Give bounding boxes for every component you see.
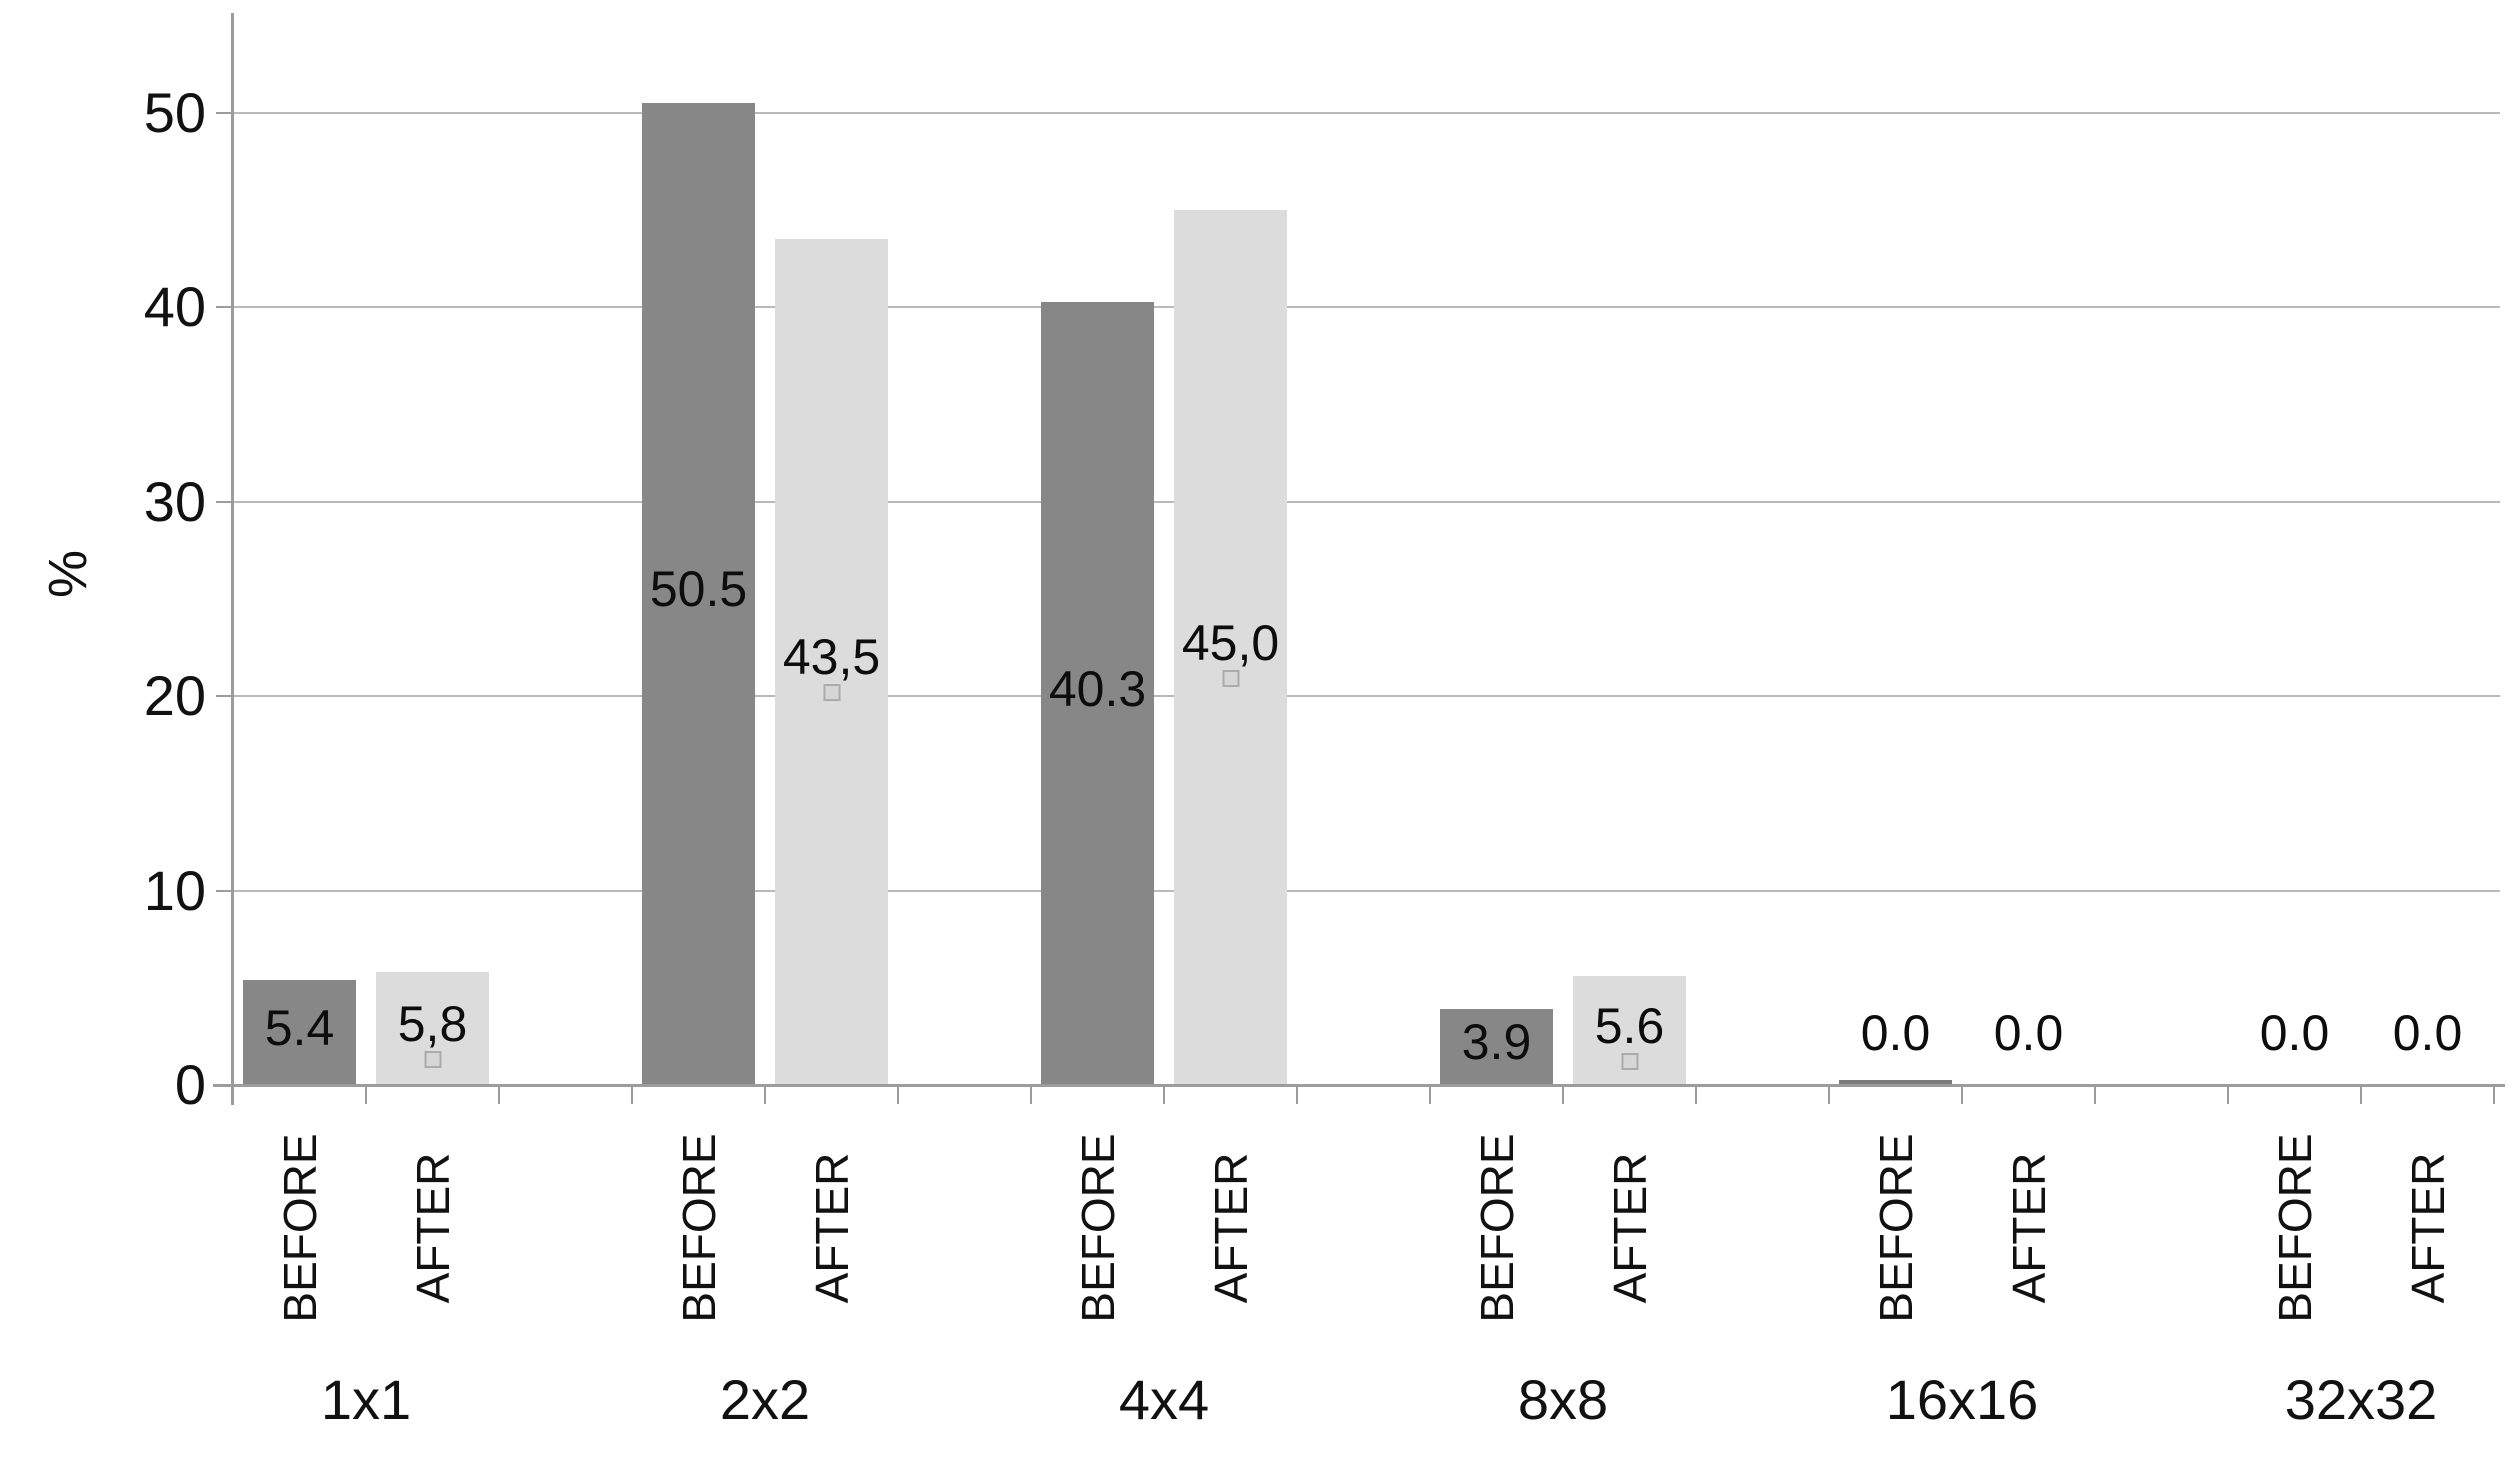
y-tick-label: 10: [143, 859, 206, 922]
x-axis-tick: [1163, 1085, 1165, 1104]
series-label-after: AFTER: [805, 1152, 858, 1304]
category-label: 2x2: [719, 1368, 811, 1431]
series-label-before: BEFORE: [672, 1133, 725, 1323]
series-label-before: BEFORE: [2268, 1133, 2321, 1323]
series-label-after: AFTER: [1603, 1152, 1656, 1304]
y-tick-label: 30: [143, 470, 206, 533]
series-label-after: AFTER: [1204, 1152, 1257, 1304]
x-axis-tick: [764, 1085, 766, 1104]
y-axis-title: %: [38, 549, 98, 599]
x-axis-tick: [2360, 1085, 2362, 1104]
bar-value-label: 5,8: [397, 995, 468, 1052]
category-label: 32x32: [2284, 1368, 2438, 1431]
gridline: [233, 112, 2500, 114]
bar-before: [1041, 302, 1154, 1085]
data-label-legend-key-icon: [1222, 669, 1239, 687]
series-label-before: BEFORE: [1869, 1133, 1922, 1323]
x-axis-tick: [2227, 1085, 2229, 1104]
y-axis-tick: [216, 890, 233, 892]
zero-bar-trace: [1839, 1080, 1952, 1085]
x-axis-tick: [1828, 1085, 1830, 1104]
bar-value-label: 3.9: [1461, 1014, 1532, 1070]
bar-value-label: 5.4: [264, 999, 335, 1056]
bar-value-label: 0.0: [1993, 1005, 2064, 1061]
series-label-after: AFTER: [2002, 1152, 2055, 1304]
bar-value-label: 0.0: [1860, 1005, 1931, 1061]
bar-before: [642, 103, 755, 1085]
gridline: [233, 306, 2500, 308]
gridline: [233, 890, 2500, 892]
x-axis-tick: [2493, 1085, 2495, 1104]
bar-value-label: 50.5: [649, 561, 748, 617]
y-axis-line: [231, 13, 234, 1105]
category-label: 1x1: [320, 1368, 412, 1431]
y-axis-tick: [216, 695, 233, 697]
category-label: 16x16: [1885, 1368, 2039, 1431]
x-axis-tick: [498, 1085, 500, 1104]
gridline: [233, 501, 2500, 503]
series-label-before: BEFORE: [273, 1133, 326, 1323]
data-label-legend-key-icon: [1621, 1052, 1638, 1070]
bar-after: [775, 239, 888, 1085]
y-axis-tick: [216, 501, 233, 503]
y-tick-label: 0: [174, 1053, 206, 1116]
x-axis-tick: [365, 1085, 367, 1104]
category-label: 8x8: [1517, 1368, 1609, 1431]
bar-before: [243, 980, 356, 1085]
y-tick-label: 20: [143, 664, 206, 727]
y-tick-label: 40: [143, 275, 206, 338]
y-tick-label: 50: [143, 81, 206, 144]
data-label-legend-key-icon: [424, 1050, 441, 1068]
series-label-after: AFTER: [2401, 1152, 2454, 1304]
bar-value-label: 45,0: [1181, 614, 1280, 671]
x-axis-tick: [2094, 1085, 2096, 1104]
series-label-before: BEFORE: [1071, 1133, 1124, 1323]
bar-value-label: 40.3: [1048, 660, 1147, 717]
category-label: 4x4: [1118, 1368, 1210, 1431]
bar-value-label: 0.0: [2259, 1005, 2330, 1061]
x-axis-tick: [631, 1085, 633, 1104]
data-label-legend-key-icon: [823, 684, 840, 701]
x-axis-tick: [1030, 1085, 1032, 1104]
bar-value-label: 0.0: [2392, 1005, 2463, 1061]
y-axis-tick: [216, 306, 233, 308]
x-axis-line: [213, 1084, 2505, 1087]
series-label-before: BEFORE: [1470, 1133, 1523, 1323]
gridline: [233, 695, 2500, 697]
series-label-after: AFTER: [406, 1152, 459, 1304]
x-axis-tick: [1429, 1085, 1431, 1104]
bar-after: [1174, 210, 1287, 1085]
bar-value-label: 43,5: [782, 629, 881, 685]
x-axis-tick: [1296, 1085, 1298, 1104]
bar-before: [1440, 1009, 1553, 1085]
x-axis-tick: [1562, 1085, 1564, 1104]
x-axis-tick: [1961, 1085, 1963, 1104]
x-axis-tick: [1695, 1085, 1697, 1104]
bar-value-label: 5.6: [1594, 997, 1665, 1054]
y-axis-tick: [216, 112, 233, 114]
x-axis-tick: [897, 1085, 899, 1104]
